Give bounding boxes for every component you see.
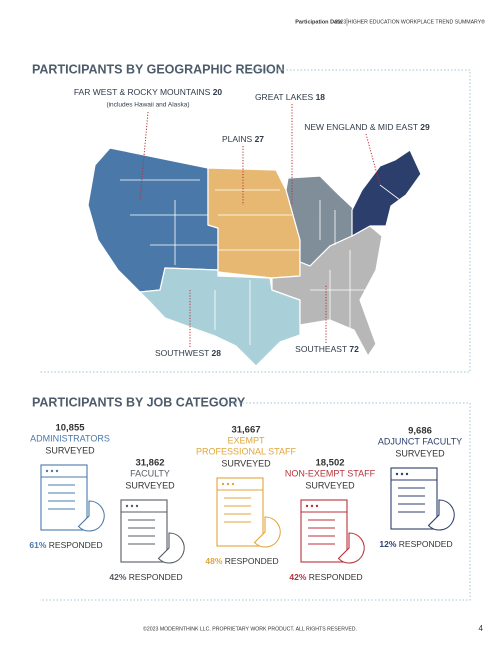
icon-dot — [45, 469, 49, 473]
job-surveyed: SURVEYED — [45, 445, 95, 455]
region-name: GREAT LAKES — [255, 92, 314, 102]
job-category: NON-EXEMPT STAFF — [285, 468, 376, 478]
leader-line — [139, 111, 149, 201]
footer-copyright: ©2023 MODERNTHINK LLC. PROPRIETARY WORK … — [143, 625, 357, 632]
document-icon — [300, 499, 365, 564]
region-label: GREAT LAKES 18 — [255, 92, 325, 102]
region-label: PLAINS 27 — [222, 134, 264, 144]
icon-dot — [231, 482, 235, 486]
responded-label: RESPONDED — [309, 572, 363, 582]
region-name: PLAINS — [222, 134, 253, 144]
job-responded: 42% RESPONDED — [289, 572, 362, 582]
job-count: 31,862 — [135, 458, 164, 469]
icon-dot — [130, 504, 134, 508]
region-count: 18 — [316, 92, 326, 102]
icon-dot — [221, 482, 225, 486]
region-note: (includes Hawaii and Alaska) — [106, 102, 189, 109]
icon-page — [120, 499, 168, 563]
region-name: SOUTHWEST — [155, 348, 209, 358]
job-category: PROFESSIONAL STAFF — [196, 446, 297, 456]
document-icon — [40, 464, 105, 532]
icon-pie — [253, 516, 281, 548]
job-responded: 61% RESPONDED — [29, 540, 102, 550]
job-count: 9,686 — [408, 426, 432, 437]
icon-dot — [315, 504, 319, 508]
region-label: FAR WEST & ROCKY MOUNTAINS 20 — [74, 87, 223, 97]
icon-dot — [310, 504, 314, 508]
icon-dot — [226, 482, 230, 486]
region-count: 27 — [255, 134, 265, 144]
job-surveyed: SURVEYED — [395, 448, 445, 458]
job-category: EXEMPT — [227, 435, 265, 445]
job-category: FACULTY — [130, 468, 170, 478]
region-name: FAR WEST & ROCKY MOUNTAINS — [74, 87, 211, 97]
icon-dot — [400, 472, 404, 476]
icon-dot — [395, 472, 399, 476]
region-count: 72 — [349, 344, 359, 354]
job-count: 31,667 — [231, 425, 260, 436]
responded-pct: 61% — [29, 540, 46, 550]
icon-page — [390, 467, 438, 530]
icon-pie — [157, 532, 185, 564]
job-surveyed: SURVEYED — [305, 480, 355, 490]
header-document: 2023 HIGHER EDUCATION WORKPLACE TREND SU… — [335, 18, 485, 25]
region-plains — [207, 167, 301, 279]
icon-dot — [135, 504, 139, 508]
region-name: NEW ENGLAND & MID EAST — [304, 122, 418, 132]
job-responded: 48% RESPONDED — [205, 556, 278, 566]
region-name: SOUTHEAST — [295, 344, 347, 354]
job-count: 10,855 — [55, 423, 85, 434]
document-icon — [216, 477, 281, 548]
icon-page — [40, 464, 88, 531]
region-label: SOUTHEAST 72 — [295, 344, 359, 354]
section-border — [40, 402, 471, 601]
region-count: 28 — [212, 348, 222, 358]
responded-pct: 42% — [289, 572, 306, 582]
region-count: 29 — [420, 122, 430, 132]
responded-label: RESPONDED — [399, 539, 453, 549]
icon-dot — [55, 469, 59, 473]
leader-line — [365, 133, 381, 186]
icon-pie — [337, 532, 365, 564]
region-new-england — [351, 149, 422, 237]
responded-label: RESPONDED — [49, 540, 103, 550]
region-southeast — [271, 225, 383, 357]
document-icon — [120, 499, 185, 564]
section-title: PARTICIPANTS BY JOB CATEGORY — [32, 395, 246, 409]
icon-dot — [50, 469, 54, 473]
job-surveyed: SURVEYED — [221, 458, 271, 468]
responded-pct: 48% — [205, 556, 222, 566]
section-border — [40, 69, 471, 373]
job-responded: 42% RESPONDED — [109, 572, 182, 582]
responded-pct: 42% — [109, 572, 126, 582]
responded-pct: 12% — [379, 539, 396, 549]
region-label: SOUTHWEST 28 — [155, 348, 221, 358]
page-number: 4 — [479, 624, 484, 633]
us-map — [87, 147, 422, 367]
icon-dot — [405, 472, 409, 476]
job-count: 18,502 — [315, 458, 344, 469]
job-category: ADMINISTRATORS — [30, 433, 110, 443]
document-icon — [390, 467, 455, 531]
icon-page — [216, 477, 264, 547]
region-label: NEW ENGLAND & MID EAST 29 — [304, 122, 430, 132]
icon-dot — [305, 504, 309, 508]
header-section: Participation Data — [295, 19, 343, 25]
job-surveyed: SURVEYED — [125, 480, 175, 490]
job-responded: 12% RESPONDED — [379, 539, 452, 549]
responded-label: RESPONDED — [129, 572, 183, 582]
region-southwest — [139, 267, 301, 367]
icon-pie — [77, 500, 105, 532]
icon-page — [300, 499, 348, 563]
region-count: 20 — [213, 87, 223, 97]
job-category: ADJUNCT FACULTY — [378, 436, 462, 446]
responded-label: RESPONDED — [225, 556, 279, 566]
section-title: PARTICIPANTS BY GEOGRAPHIC REGION — [32, 62, 285, 76]
icon-pie — [427, 499, 455, 531]
icon-dot — [125, 504, 129, 508]
